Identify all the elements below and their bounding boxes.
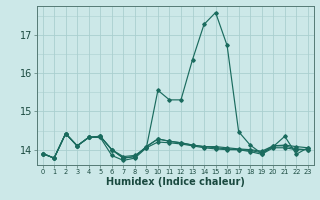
X-axis label: Humidex (Indice chaleur): Humidex (Indice chaleur) <box>106 177 244 187</box>
